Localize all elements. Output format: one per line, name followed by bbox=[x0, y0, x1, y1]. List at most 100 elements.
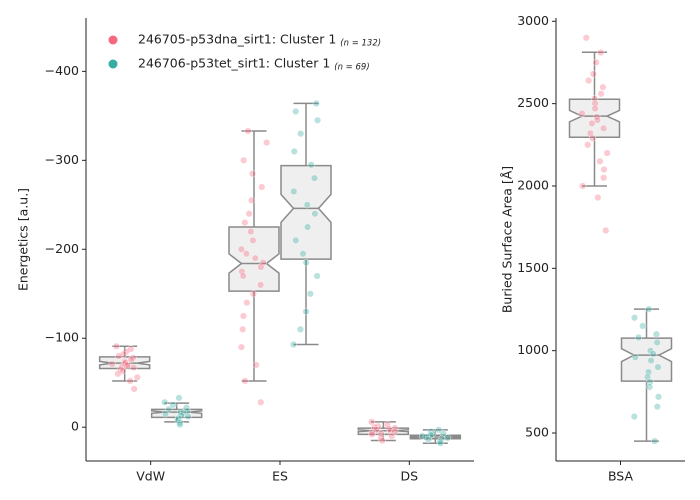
y-tick-label: −100 bbox=[45, 330, 79, 345]
point bbox=[249, 290, 257, 298]
point bbox=[297, 130, 305, 138]
legend-label: 246705-p53dna_sirt1: Cluster 1 bbox=[138, 32, 336, 47]
x-tick-label: BSA bbox=[608, 469, 634, 484]
point bbox=[242, 250, 250, 258]
point bbox=[183, 404, 191, 412]
point bbox=[368, 429, 376, 437]
point bbox=[603, 149, 611, 157]
point bbox=[247, 227, 255, 235]
point bbox=[630, 413, 638, 421]
point bbox=[438, 435, 446, 443]
point bbox=[383, 421, 391, 429]
point bbox=[311, 210, 319, 218]
point bbox=[591, 100, 599, 108]
y-tick-label: −200 bbox=[45, 241, 79, 256]
point bbox=[133, 373, 141, 381]
y-tick-label: 2000 bbox=[517, 177, 549, 192]
point bbox=[589, 70, 597, 78]
point bbox=[310, 174, 318, 182]
point bbox=[597, 90, 605, 98]
point bbox=[245, 210, 253, 218]
point bbox=[161, 398, 169, 406]
point bbox=[244, 127, 252, 135]
point bbox=[259, 259, 267, 267]
point bbox=[183, 407, 191, 415]
point bbox=[130, 385, 138, 393]
point bbox=[602, 226, 610, 234]
point bbox=[374, 422, 382, 430]
point bbox=[241, 219, 249, 227]
point bbox=[263, 139, 271, 147]
point bbox=[596, 157, 604, 165]
legend-marker bbox=[108, 35, 118, 45]
point bbox=[654, 363, 662, 371]
point bbox=[378, 437, 386, 445]
x-tick-label: ES bbox=[272, 469, 288, 484]
y-tick-label: −300 bbox=[45, 152, 79, 167]
point bbox=[436, 437, 444, 445]
point bbox=[175, 414, 183, 422]
point bbox=[249, 236, 257, 244]
point bbox=[306, 290, 314, 298]
y-tick-label: 1000 bbox=[517, 342, 549, 357]
point bbox=[307, 161, 315, 169]
legend-n: (n = 132) bbox=[340, 39, 381, 49]
point bbox=[130, 364, 138, 372]
point bbox=[257, 263, 265, 271]
point bbox=[251, 254, 259, 262]
point bbox=[594, 194, 602, 202]
point bbox=[302, 308, 310, 316]
point bbox=[645, 305, 653, 313]
point bbox=[237, 245, 245, 253]
x-tick-label: DS bbox=[401, 469, 419, 484]
point bbox=[312, 99, 320, 107]
point bbox=[302, 259, 310, 267]
point bbox=[647, 357, 655, 365]
point bbox=[368, 418, 376, 426]
point bbox=[176, 421, 184, 429]
point bbox=[593, 116, 601, 124]
point bbox=[592, 58, 600, 66]
point bbox=[237, 343, 245, 351]
point bbox=[299, 250, 307, 258]
point bbox=[290, 187, 298, 195]
point bbox=[649, 350, 657, 358]
point bbox=[243, 299, 251, 307]
point bbox=[585, 77, 593, 85]
point bbox=[387, 427, 395, 435]
point bbox=[239, 325, 247, 333]
legend-n: (n = 69) bbox=[334, 63, 369, 73]
point bbox=[240, 156, 248, 164]
point bbox=[304, 223, 312, 231]
point bbox=[249, 170, 257, 178]
point bbox=[655, 393, 663, 401]
point bbox=[600, 124, 608, 132]
point bbox=[252, 361, 260, 369]
point bbox=[639, 322, 647, 330]
point bbox=[313, 272, 321, 280]
point bbox=[292, 107, 300, 115]
point bbox=[303, 201, 311, 209]
box bbox=[228, 226, 280, 292]
point bbox=[114, 370, 122, 378]
point bbox=[652, 330, 660, 338]
point bbox=[239, 272, 247, 280]
point bbox=[372, 426, 380, 434]
y-tick-label: −400 bbox=[45, 63, 79, 78]
point bbox=[174, 416, 182, 424]
y-tick-label: 3000 bbox=[517, 13, 549, 28]
point bbox=[112, 342, 120, 350]
point bbox=[631, 353, 639, 361]
point bbox=[368, 430, 376, 438]
point bbox=[239, 312, 247, 320]
point bbox=[579, 182, 587, 190]
point bbox=[108, 360, 116, 368]
point bbox=[388, 432, 396, 440]
point bbox=[444, 434, 452, 442]
point bbox=[646, 378, 654, 386]
point bbox=[119, 350, 127, 358]
legend-label: 246706-p53tet_sirt1: Cluster 1 bbox=[138, 56, 330, 71]
x-tick-label: VdW bbox=[136, 469, 165, 484]
point bbox=[122, 348, 130, 356]
